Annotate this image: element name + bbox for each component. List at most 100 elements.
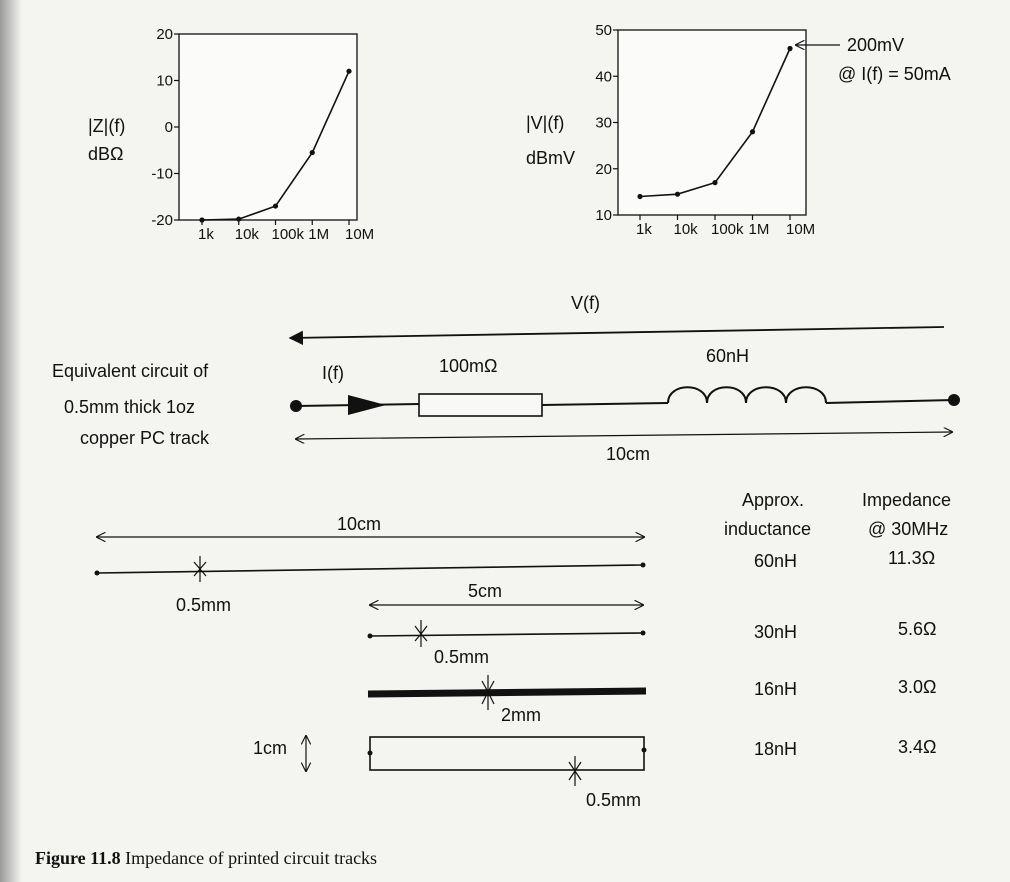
current-direction-arrow — [348, 395, 386, 415]
right-terminal-node — [948, 394, 960, 406]
voltage-x-ticks: 1k 10k 100k 1M 10M — [636, 215, 815, 238]
voltage-y-tick-label: 10 — [595, 207, 612, 224]
impedance-series-points — [199, 68, 352, 223]
voltage-x-tick-label: 100k — [711, 221, 744, 238]
voltage-label: V(f) — [571, 293, 600, 313]
impedance-y-ticks: 20 10 0 -10 -20 — [151, 26, 179, 229]
figure-caption: Figure 11.8 Impedance of printed circuit… — [35, 848, 377, 869]
voltage-data-point — [787, 45, 793, 52]
voltage-y-ticks: 50 40 30 20 10 — [595, 22, 618, 224]
row-4-height-label: 1cm — [253, 738, 287, 758]
row-3-impedance: 3.0Ω — [898, 677, 936, 697]
middle-wire — [541, 402, 669, 406]
row-2-impedance: 5.6Ω — [898, 619, 936, 639]
impedance-x-tick-label: 10k — [235, 226, 260, 243]
row-4-loop-track — [369, 736, 645, 771]
row-4-impedance: 3.4Ω — [898, 737, 936, 757]
row-4-width-marker — [568, 756, 582, 786]
row-1-left-end — [94, 570, 100, 576]
voltage-chart: 50 40 30 20 10 1k 10k 100k 1M 10M |V|(f) dBmV 20… — [526, 22, 951, 238]
voltage-y-tick-label: 40 — [595, 68, 612, 85]
row-1-length-label: 10cm — [337, 514, 381, 534]
impedance-y-tick-label: -10 — [151, 166, 173, 183]
inductance-header-line2: inductance — [724, 519, 811, 539]
row-3-width-marker — [481, 675, 495, 710]
row-2-left-end — [367, 633, 373, 639]
voltage-data-point — [749, 129, 756, 135]
voltage-x-tick-label: 10k — [674, 221, 699, 238]
impedance-x-ticks: 1k 10k 100k 1M 10M — [198, 220, 374, 243]
impedance-y-tick-label: -20 — [151, 212, 173, 229]
row-1-impedance: 11.3Ω — [888, 548, 935, 568]
current-label: I(f) — [322, 363, 344, 383]
impedance-chart-frame — [178, 33, 358, 221]
circuit-description-line1: Equivalent circuit of — [52, 361, 209, 381]
track-comparison: Approx. inductance Impedance @ 30MHz 10c… — [94, 490, 951, 810]
impedance-x-tick-label: 1M — [308, 226, 329, 243]
row-4-left-end — [367, 750, 373, 756]
impedance-x-tick-label: 10M — [345, 226, 374, 243]
track-row-1: 10cm 0.5mm 60nH 11.3Ω — [94, 514, 935, 615]
impedance-y-tick-label: 10 — [156, 73, 173, 90]
row-4-inductance: 18nH — [754, 739, 797, 759]
inductance-header-line1: Approx. — [742, 490, 804, 510]
voltage-chart-frame — [617, 29, 807, 216]
voltage-x-tick-label: 1k — [636, 221, 652, 238]
impedance-data-point — [309, 149, 315, 156]
voltage-y-label-line2: dBmV — [526, 148, 575, 168]
impedance-data-point — [236, 216, 242, 222]
circuit-description-line2: 0.5mm thick 1oz — [64, 397, 195, 417]
row-3-width-label: 2mm — [501, 705, 541, 725]
voltage-data-point — [637, 193, 643, 200]
right-wire — [825, 399, 955, 404]
voltage-y-tick-label: 50 — [595, 22, 612, 39]
track-length-label: 10cm — [606, 444, 650, 464]
equivalent-circuit: Equivalent circuit of 0.5mm thick 1oz co… — [52, 293, 960, 464]
inductor-symbol — [667, 386, 827, 404]
impedance-data-point — [199, 217, 205, 223]
track-length-dimension — [296, 432, 952, 439]
impedance-y-label-line2: dBΩ — [88, 144, 123, 164]
voltage-arrow — [288, 326, 945, 345]
voltage-y-tick-label: 20 — [595, 161, 612, 178]
row-1-track — [96, 564, 644, 574]
track-row-4: 1cm 0.5mm 18nH 3.4Ω — [253, 736, 936, 810]
row-2-length-label: 5cm — [468, 581, 502, 601]
row-1-width-label: 0.5mm — [176, 595, 231, 615]
row-4-width-label: 0.5mm — [586, 790, 641, 810]
voltage-annotation-line2: @ I(f) = 50mA — [838, 64, 951, 84]
impedance-header-line2: @ 30MHz — [868, 519, 948, 539]
row-2-right-end — [640, 630, 646, 636]
row-2-track — [369, 632, 644, 637]
row-2-inductance: 30nH — [754, 622, 797, 642]
inductor-label: 60nH — [706, 346, 749, 366]
voltage-y-tick-label: 30 — [595, 115, 612, 132]
impedance-x-tick-label: 1k — [198, 226, 214, 243]
voltage-x-tick-label: 1M — [749, 221, 770, 238]
voltage-data-point — [712, 180, 718, 186]
row-1-right-end — [640, 562, 646, 568]
figure-number: Figure 11.8 — [35, 848, 121, 868]
track-row-2: 5cm 0.5mm 30nH 5.6Ω — [367, 581, 936, 667]
voltage-y-label-line1: |V|(f) — [526, 113, 564, 133]
row-4-right-end — [641, 747, 647, 753]
impedance-chart: 20 10 0 -10 -20 1k 10k 100k 1M 10M |Z|(f) dBΩ — [88, 26, 374, 243]
circuit-description-line3: copper PC track — [80, 428, 210, 448]
row-3-track — [367, 687, 647, 698]
impedance-x-tick-label: 100k — [272, 226, 305, 243]
row-1-inductance: 60nH — [754, 551, 797, 571]
row-3-inductance: 16nH — [754, 679, 797, 699]
resistor-symbol — [418, 393, 543, 417]
row-2-width-label: 0.5mm — [434, 647, 489, 667]
impedance-data-point — [272, 203, 279, 209]
impedance-data-point — [346, 68, 352, 74]
impedance-header-line1: Impedance — [862, 490, 951, 510]
figure-title: Impedance of printed circuit tracks — [125, 848, 378, 868]
resistor-label: 100mΩ — [439, 356, 497, 376]
voltage-series-points — [637, 45, 793, 200]
impedance-y-tick-label: 20 — [156, 26, 173, 43]
impedance-y-tick-label: 0 — [165, 119, 173, 136]
voltage-annotation-line1: 200mV — [847, 35, 904, 55]
